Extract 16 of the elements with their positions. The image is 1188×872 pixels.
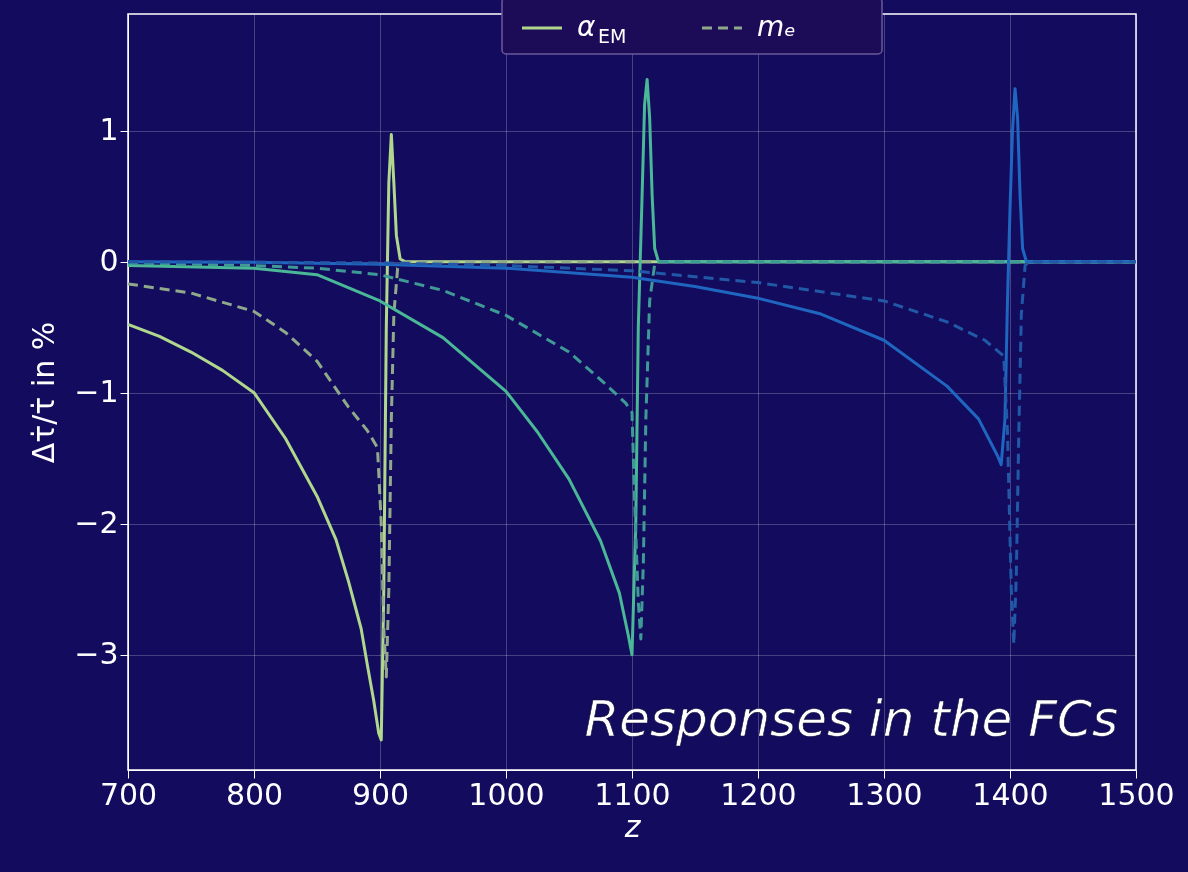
annotation: Responses in the FCs [584, 690, 1118, 748]
x-tick-label: 1500 [1098, 776, 1175, 812]
x-tick-label: 1400 [972, 776, 1049, 812]
y-axis-title: Δτ̇/τ̇ in % [26, 321, 62, 464]
x-tick-label: 1300 [846, 776, 923, 812]
x-tick-label: 700 [99, 776, 158, 812]
x-tick-label: 1000 [468, 776, 545, 812]
y-tick-label: 0 [99, 243, 119, 279]
y-tick-label: 1 [99, 112, 119, 148]
x-tick-label: 1200 [720, 776, 797, 812]
x-tick-label: 900 [351, 776, 410, 812]
legend-label: mₑ [757, 10, 796, 43]
x-tick-label: 800 [225, 776, 284, 812]
y-tick-label: −1 [74, 374, 119, 410]
y-tick-label: −3 [74, 636, 119, 672]
y-tick-label: −2 [74, 505, 119, 541]
